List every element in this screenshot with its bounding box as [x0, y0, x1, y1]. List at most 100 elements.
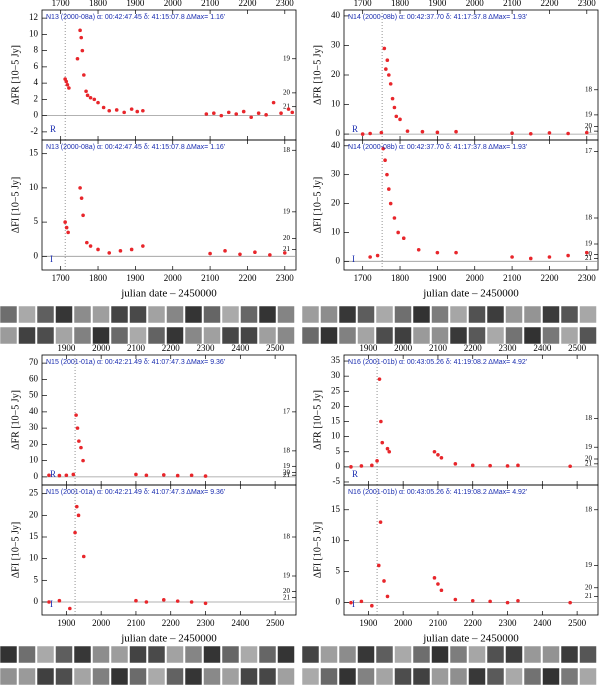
- y-tick-label: 30: [331, 169, 341, 179]
- y2-tick-label: 17: [585, 147, 593, 155]
- y-tick-label: 15: [29, 148, 39, 158]
- data-point: [79, 445, 83, 450]
- data-point: [385, 58, 390, 63]
- thumbnail: [36, 667, 55, 686]
- x-tick-label: 2000: [466, 0, 485, 8]
- thumbnail: [0, 326, 18, 345]
- thumbnail: [468, 326, 486, 345]
- thumbnail: [320, 645, 338, 664]
- data-point: [387, 73, 391, 77]
- y-tick-label: 10: [29, 28, 39, 38]
- data-point: [92, 97, 97, 102]
- thumbnail: [258, 326, 277, 345]
- data-point: [368, 255, 372, 259]
- y-tick-label: 0: [336, 461, 341, 471]
- data-point: [401, 236, 406, 241]
- data-point: [375, 459, 379, 463]
- thumbnail: [55, 326, 73, 345]
- y-tick-label: 40: [331, 10, 341, 20]
- x-tick-label: 1900: [359, 618, 378, 628]
- band-label: R: [50, 124, 56, 134]
- data-point: [360, 132, 365, 136]
- data-point: [385, 594, 390, 599]
- y-tick-label: 30: [29, 422, 39, 432]
- y-tick-label: 10: [29, 455, 39, 465]
- y-tick-label: 30: [331, 40, 341, 50]
- thumbnail: [375, 667, 394, 686]
- data-point: [219, 113, 224, 118]
- thumbnail: [560, 305, 579, 324]
- thumbnail: [486, 305, 505, 324]
- thumbnail: [258, 667, 277, 686]
- x-tick-label: 2000: [394, 343, 413, 353]
- thumbnail: [505, 305, 523, 324]
- thumbnail: [449, 667, 468, 686]
- thumbnail: [338, 326, 357, 345]
- y-tick-label: 10: [331, 535, 341, 545]
- y2-tick-label: 19: [585, 240, 593, 248]
- panel-title: N15 (2001-01a) α: 00:42:21.49 δ: 41:07:4…: [46, 489, 225, 496]
- x-tick-label: 2300: [499, 618, 518, 628]
- data-point: [505, 464, 510, 468]
- y2-tick-label: 18: [585, 85, 593, 93]
- plot-frame: [343, 139, 599, 271]
- band-label: R: [352, 469, 358, 479]
- y2-tick-label: 19: [283, 207, 291, 215]
- thumbnail: [36, 305, 55, 324]
- y-tick-label: 20: [29, 509, 39, 519]
- plot-frame: [41, 484, 297, 616]
- data-point: [392, 216, 397, 220]
- plot-frame: [41, 354, 297, 486]
- y2-tick-label: 18: [283, 533, 291, 541]
- data-point: [82, 73, 86, 77]
- thumbnail: [147, 305, 166, 324]
- data-point: [96, 247, 100, 252]
- data-point: [66, 230, 70, 235]
- thumbnail: [338, 667, 357, 686]
- thumbnail: [320, 667, 338, 686]
- panel-title: N16 (2001-01b) α: 00:43:05.26 δ: 41:19:0…: [348, 489, 527, 496]
- data-point: [78, 186, 82, 190]
- y-tick-label: 0: [34, 471, 39, 481]
- plot-frame: [343, 484, 599, 616]
- y2-tick-label: 21: [585, 459, 593, 467]
- thumbnail: [55, 305, 73, 324]
- y2-tick-label: 19: [283, 572, 291, 580]
- y-tick-label: 2: [34, 93, 39, 103]
- data-point: [223, 249, 227, 253]
- data-point: [64, 473, 69, 478]
- data-point: [47, 600, 51, 604]
- data-point: [528, 131, 533, 136]
- thumbnail: [92, 667, 110, 686]
- y2-tick-label: 21: [585, 127, 593, 135]
- x-tick-label: 2400: [231, 618, 250, 628]
- data-point: [81, 458, 85, 463]
- thumbnail: [0, 667, 18, 686]
- y-tick-label: 5: [34, 216, 39, 226]
- thumbnail: [320, 305, 338, 324]
- data-point: [379, 130, 384, 135]
- x-tick-label: 2300: [197, 618, 216, 628]
- thumbnail: [505, 667, 523, 686]
- data-point: [510, 255, 514, 259]
- x-tick-label: 1900: [57, 618, 76, 628]
- data-point: [547, 131, 552, 135]
- thumbnail: [505, 645, 523, 664]
- thumbnail: [412, 667, 431, 686]
- y2-tick-label: 18: [283, 146, 291, 154]
- thumbnail: [357, 667, 375, 686]
- data-point: [392, 105, 397, 110]
- y-tick-label: 40: [29, 406, 39, 416]
- thumbnail: [55, 667, 73, 686]
- y2-tick-label: 18: [585, 505, 593, 513]
- y-tick-label: 20: [331, 400, 341, 410]
- x-axis-label: julian date – 2450000: [120, 633, 217, 645]
- y-tick-label: 0: [34, 596, 39, 606]
- data-point: [432, 576, 437, 580]
- data-point: [376, 563, 381, 568]
- data-point: [161, 473, 166, 477]
- thumbnail: [240, 667, 258, 686]
- x-tick-label: 1800: [391, 0, 410, 8]
- data-point: [256, 111, 261, 115]
- data-point: [584, 130, 589, 135]
